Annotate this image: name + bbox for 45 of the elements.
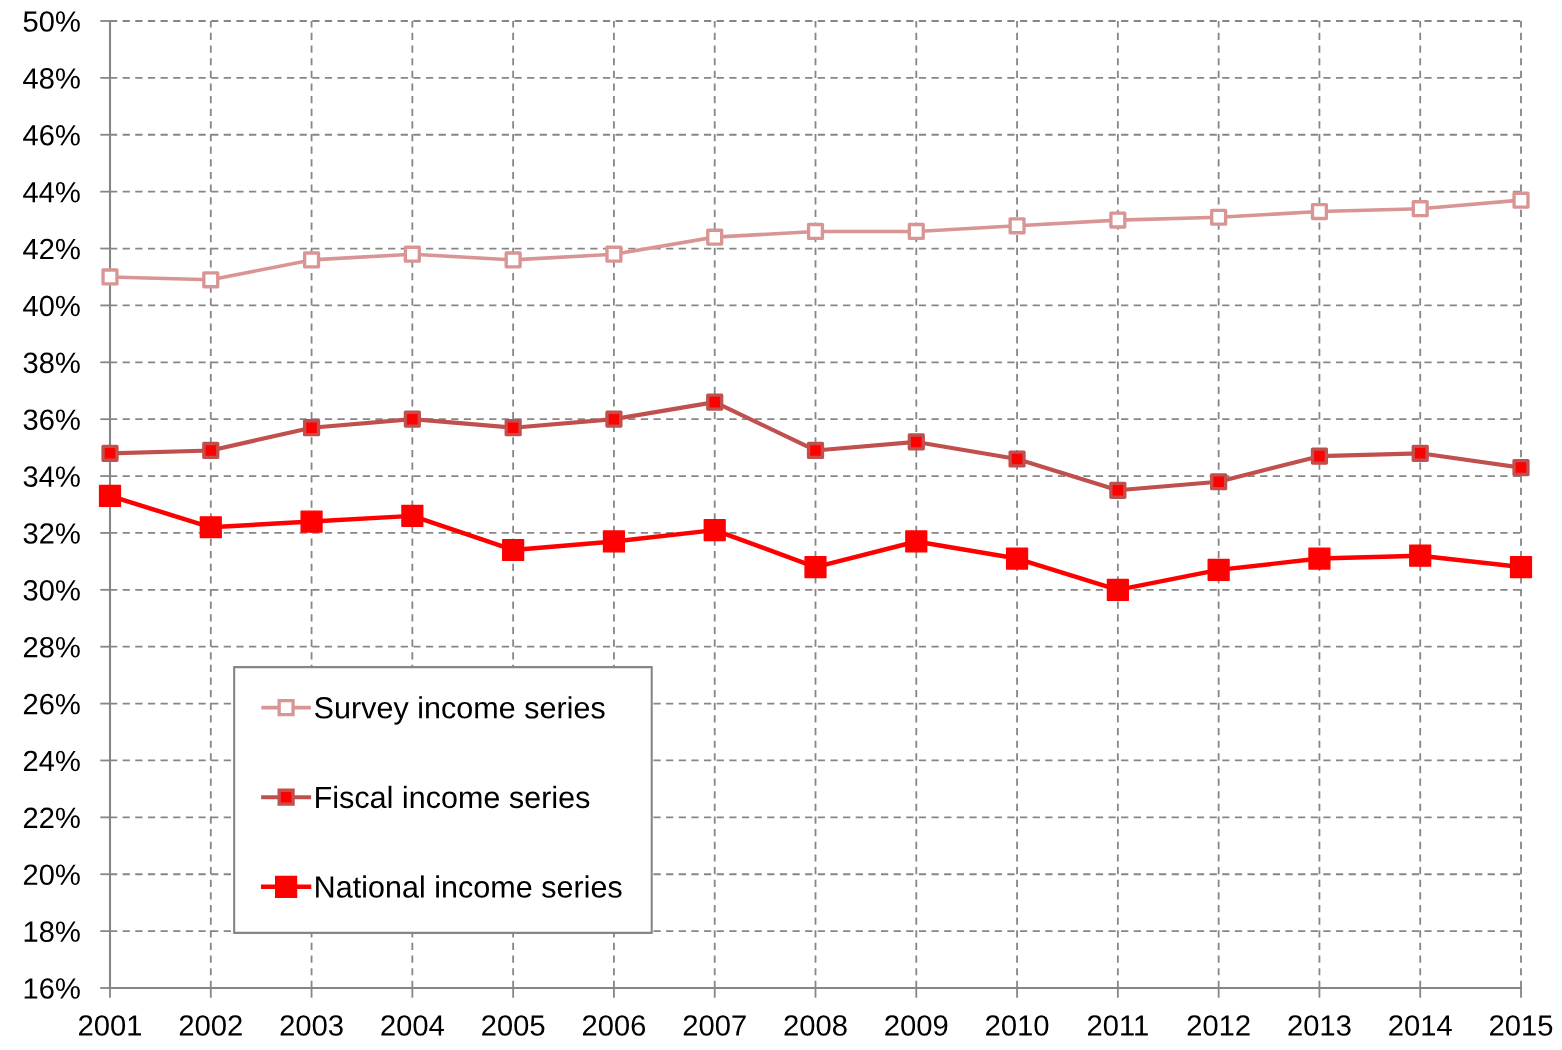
- y-tick-label: 42%: [23, 238, 80, 260]
- y-tick-label: 34%: [23, 466, 80, 487]
- x-tick-label: 2010: [986, 1015, 1049, 1036]
- point: [905, 530, 928, 553]
- legend-label: Fiscal income series: [316, 785, 590, 809]
- point: [1207, 558, 1230, 582]
- y-tick-label: 22%: [23, 807, 80, 829]
- y-tick-label: 50%: [23, 11, 80, 32]
- x-tick-label: 2001: [79, 1015, 142, 1036]
- y-tick-label: 26%: [23, 693, 80, 715]
- y-tick-label: 30%: [23, 580, 80, 601]
- y-tick-label: 16%: [24, 978, 80, 999]
- point: [703, 518, 726, 542]
- legend-label: Survey income series: [315, 696, 605, 725]
- legend-label: National income series: [316, 875, 622, 898]
- x-tick-label: 2011: [1087, 1015, 1148, 1036]
- point: [1106, 578, 1129, 601]
- x-tick-label: 2006: [582, 1015, 646, 1036]
- x-tick-label: 2005: [482, 1015, 545, 1036]
- y-tick-label: 20%: [23, 864, 80, 886]
- point: [300, 510, 323, 533]
- y-tick-label: 48%: [23, 68, 80, 89]
- x-tick-label: 2009: [885, 1015, 948, 1036]
- y-tick-label: 38%: [23, 352, 80, 374]
- x-tick-label: 2003: [280, 1015, 343, 1036]
- y-tick-label: 44%: [23, 181, 80, 203]
- y-tick-label: 18%: [24, 921, 80, 942]
- y-tick-label: 36%: [23, 409, 80, 431]
- x-tick-label: 2007: [683, 1015, 746, 1036]
- x-tick-label: 2014: [1389, 1015, 1452, 1036]
- y-tick-label: 28%: [23, 636, 80, 658]
- y-tick-label: 24%: [23, 750, 80, 772]
- x-tick-label: 2008: [784, 1015, 847, 1036]
- point: [199, 516, 222, 539]
- point: [1308, 547, 1331, 570]
- x-tick-label: 2004: [381, 1015, 444, 1036]
- x-tick-label: 2013: [1288, 1015, 1351, 1036]
- x-tick-label: 2002: [179, 1015, 242, 1036]
- y-tick-label: 32%: [23, 523, 80, 544]
- y-tick-label: 46%: [23, 124, 80, 146]
- x-tick-label: 2012: [1187, 1015, 1250, 1036]
- point: [1409, 544, 1432, 567]
- y-tick-label: 40%: [23, 295, 80, 317]
- point: [401, 504, 424, 527]
- x-tick-label: 2015: [1490, 1015, 1553, 1036]
